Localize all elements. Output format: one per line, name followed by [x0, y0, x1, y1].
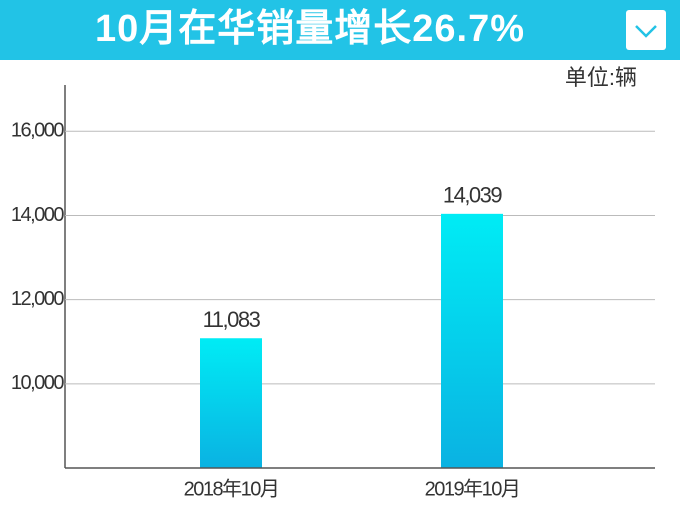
y-tick-label: 10,000: [11, 372, 65, 394]
value-label: 14,039: [443, 183, 503, 208]
bar: [200, 338, 262, 468]
x-tick-label: 2019年10月: [425, 477, 520, 500]
dropdown-icon: [635, 25, 657, 38]
title-banner: [0, 0, 680, 60]
dropdown-button[interactable]: [626, 10, 666, 50]
x-tick-label: 2018年10月: [184, 477, 279, 500]
unit-label: 单位:辆: [565, 65, 637, 90]
y-tick-label: 12,000: [11, 288, 65, 310]
value-label: 11,083: [203, 307, 261, 332]
y-tick-label: 14,000: [11, 204, 65, 226]
y-tick-label: 16,000: [11, 120, 65, 142]
bar: [441, 213, 503, 468]
chart-title: 10月在华销量增长26.7%: [95, 8, 525, 50]
